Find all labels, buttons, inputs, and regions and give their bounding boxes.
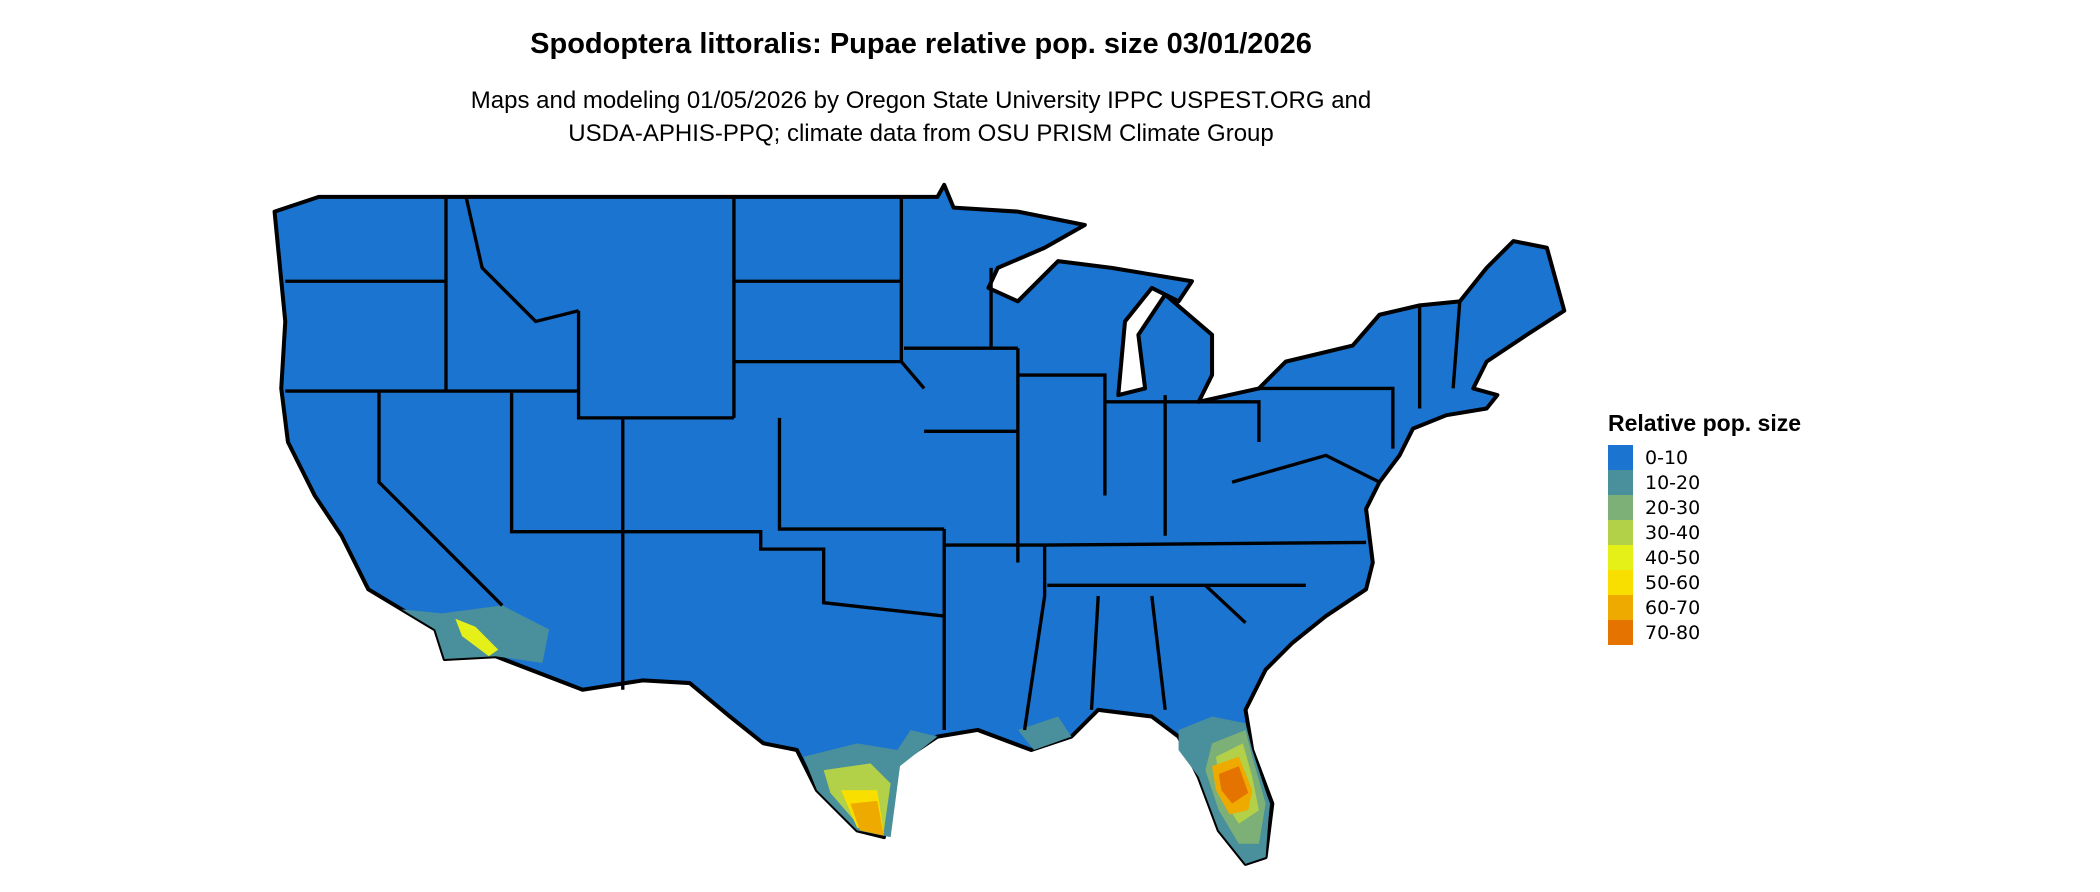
legend-label: 30-40 — [1645, 521, 1701, 544]
subtitle-line-2: USDA-APHIS-PPQ; climate data from OSU PR… — [568, 120, 1274, 147]
legend-label: 60-70 — [1645, 596, 1701, 619]
us-base-layer — [272, 182, 1567, 866]
us-outline — [272, 182, 1567, 866]
legend-swatch — [1608, 620, 1633, 645]
map-title: Spodoptera littoralis: Pupae relative po… — [530, 28, 1312, 60]
subtitle-line-1: Maps and modeling 01/05/2026 by Oregon S… — [470, 87, 1372, 114]
legend-swatch — [1608, 520, 1633, 545]
legend-item: 50-60 — [1608, 570, 1801, 595]
legend-swatch — [1608, 495, 1633, 520]
legend-item: 0-10 — [1608, 445, 1801, 470]
legend-label: 40-50 — [1645, 546, 1701, 569]
heat-patch-60-70 — [850, 800, 884, 836]
legend-item: 20-30 — [1608, 495, 1801, 520]
legend-swatch — [1608, 595, 1633, 620]
legend-item: 70-80 — [1608, 620, 1801, 645]
heat-patch-10-20 — [1017, 716, 1072, 751]
heat-patch-40-50 — [455, 618, 499, 657]
legend-label: 50-60 — [1645, 571, 1701, 594]
legend-swatch — [1608, 445, 1633, 470]
legend-swatch — [1608, 570, 1633, 595]
legend-label: 70-80 — [1645, 621, 1701, 644]
legend-item: 30-40 — [1608, 520, 1801, 545]
map-subtitle: Maps and modeling 01/05/2026 by Oregon S… — [0, 84, 1842, 150]
legend-label: 10-20 — [1645, 471, 1701, 494]
legend-label: 20-30 — [1645, 496, 1701, 519]
legend-title: Relative pop. size — [1608, 410, 1802, 436]
legend: Relative pop. size 0-10 10-20 20-30 30-40 40… — [1608, 410, 1801, 645]
heat-patch-70-80 — [1218, 766, 1249, 804]
state-boundaries — [285, 196, 1462, 731]
legend-swatch — [1608, 545, 1633, 570]
legend-item: 40-50 — [1608, 545, 1801, 570]
legend-label: 0-10 — [1645, 446, 1689, 469]
legend-item: 10-20 — [1608, 470, 1801, 495]
legend-swatch — [1608, 470, 1633, 495]
heat-patches — [401, 605, 1270, 864]
legend-items: 0-10 10-20 20-30 30-40 40-50 50-60 60-70 70-80 — [1608, 445, 1801, 645]
legend-item: 60-70 — [1608, 595, 1801, 620]
